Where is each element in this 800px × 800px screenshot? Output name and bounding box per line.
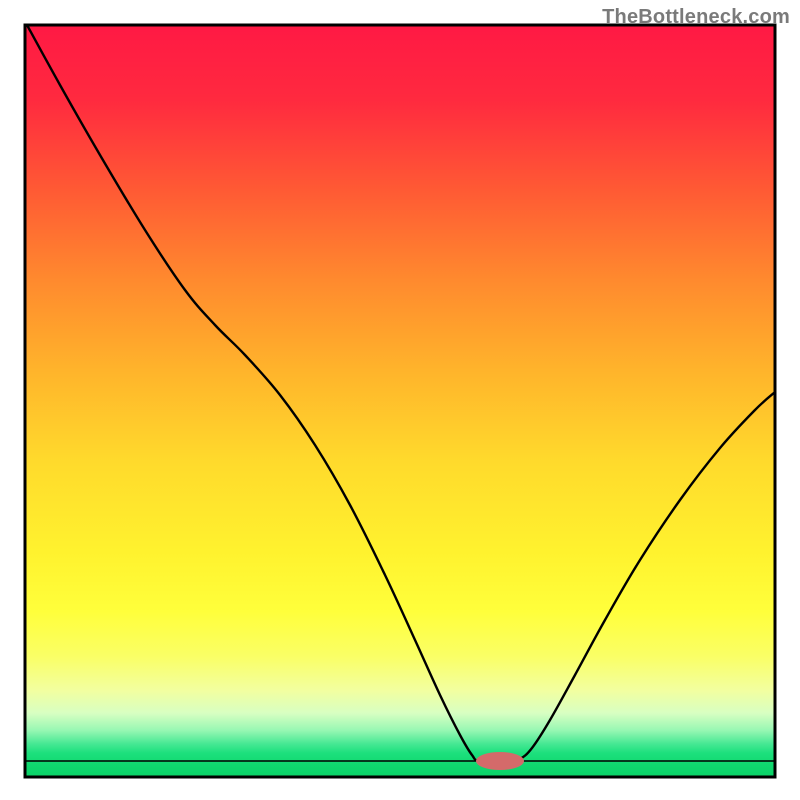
- watermark-text: TheBottleneck.com: [602, 6, 790, 29]
- plot-background: [25, 25, 775, 777]
- bottleneck-chart-svg: [0, 0, 800, 800]
- optimal-marker: [476, 752, 524, 770]
- chart-canvas: TheBottleneck.com: [0, 0, 800, 800]
